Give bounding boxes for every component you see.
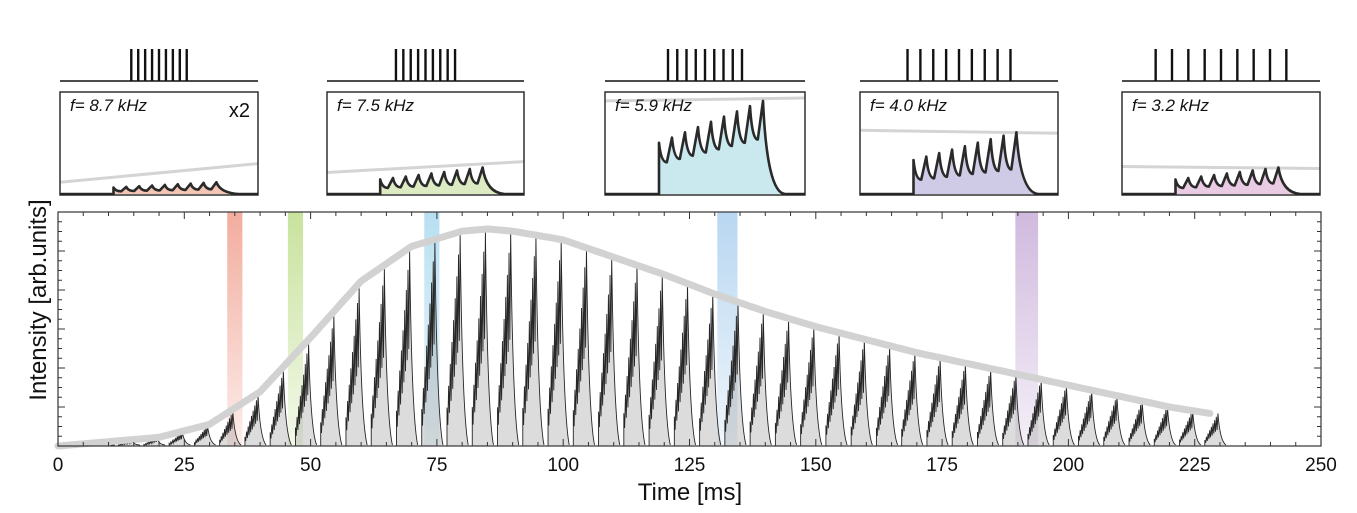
inset-frame [59,91,259,196]
reference-line [326,160,525,174]
highlight-band [1015,212,1039,446]
pulse-train [1052,384,1075,446]
x-tick-label: 150 [800,455,832,476]
x-tick-labels: 0 25 50 75 100 125 150 175 200 225 250 [53,455,1337,476]
pulse-train [1027,378,1050,446]
pulse-train [345,286,368,446]
pulse-train [875,344,899,446]
pulse-train [1078,389,1101,446]
pulse-train [699,292,722,446]
pulse-train [800,325,823,446]
pulse-train [623,264,646,446]
response-trace [327,166,524,196]
inset-panel: f= 7.5 kHz [326,49,525,196]
x-tick-label: 100 [547,455,579,476]
response-trace [1122,166,1320,196]
response-trace [860,131,1058,196]
x-axis-title: Time [ms] [638,479,742,506]
envelope-line [54,225,1214,450]
x-tick-label: 250 [1305,455,1337,476]
pulse-train [825,331,848,446]
x-tick-label: 0 [53,455,64,476]
pulse-train [901,351,924,446]
response-trace [60,180,258,196]
pulse-train [572,246,595,446]
x-tick-label: 125 [674,455,706,476]
pulse-train [926,357,949,446]
pulse-train [446,232,469,446]
response-fill [1122,167,1320,194]
x-tick-label: 175 [926,455,958,476]
reference-line [59,162,259,184]
frequency-label: f= 8.7 kHz [70,96,148,115]
pulse-train [269,370,292,446]
pulse-train [1179,410,1202,446]
insets-layer: f= 8.7 kHz x2 f= 7.5 kHz f= 5.9 kHz f= 4.0 k… [59,49,1321,196]
pulse-train [244,394,267,446]
pulse-train [1002,373,1025,446]
inset-panel: f= 4.0 kHz [859,49,1059,196]
pulse-train [320,314,343,446]
pulse-train [774,317,798,446]
pulse-train [547,238,570,446]
pulse-train [219,411,242,446]
pulse-train [193,425,216,446]
scale-factor-label: x2 [229,100,250,122]
frequency-label: f= 7.5 kHz [337,96,415,115]
response-fill [327,167,524,194]
highlight-band [227,212,243,446]
frequency-label: f= 4.0 kHz [870,96,948,115]
pulse-train [673,282,696,446]
frequency-label: f= 5.9 kHz [615,96,693,115]
pulse-train [1204,413,1227,446]
pulse-train [648,272,671,446]
pulse-traces [67,229,1227,447]
pulse-train [749,309,772,446]
frequency-label: f= 3.2 kHz [1132,96,1210,115]
x-tick-label: 25 [174,455,195,476]
inset-panel: f= 3.2 kHz [1121,49,1321,196]
pulse-train [294,342,318,446]
pulse-train [497,230,520,446]
y-axis-title: Intensity [arb.units] [25,199,52,400]
pulse-train [396,249,419,446]
response-trace [605,99,805,196]
pulse-train [168,432,191,446]
x-tick-label: 225 [1179,455,1211,476]
x-tick-label: 200 [1053,455,1085,476]
pulse-train [850,338,873,446]
inset-frame [604,91,806,196]
pulse-train [370,267,393,446]
reference-line [859,128,1059,135]
inset-panel: f= 5.9 kHz [604,49,806,196]
pulse-train [1103,394,1126,446]
main-plot: 0 25 50 75 100 125 150 175 200 225 250 Time [ms] I… [25,199,1337,506]
pulse-train [951,362,974,446]
highlight-band [287,212,304,446]
x-tick-label: 50 [300,455,321,476]
axis-ticks [57,212,1322,446]
response-fill [605,100,805,194]
pulse-train [1128,400,1151,446]
pulse-train [724,301,747,446]
pulse-train [977,367,1000,446]
pulse-train [522,234,545,446]
inset-frame [859,91,1059,196]
inset-panel: f= 8.7 kHz x2 [59,49,259,196]
x-tick-label: 75 [426,455,447,476]
pulse-train [1153,405,1176,446]
pulse-train [598,255,621,446]
inset-frame [1121,91,1321,196]
inset-frame [326,91,525,196]
reference-line [604,96,806,103]
pulse-train [471,229,494,446]
reference-line [1121,165,1321,171]
response-fill [60,182,258,194]
response-fill [860,132,1058,194]
